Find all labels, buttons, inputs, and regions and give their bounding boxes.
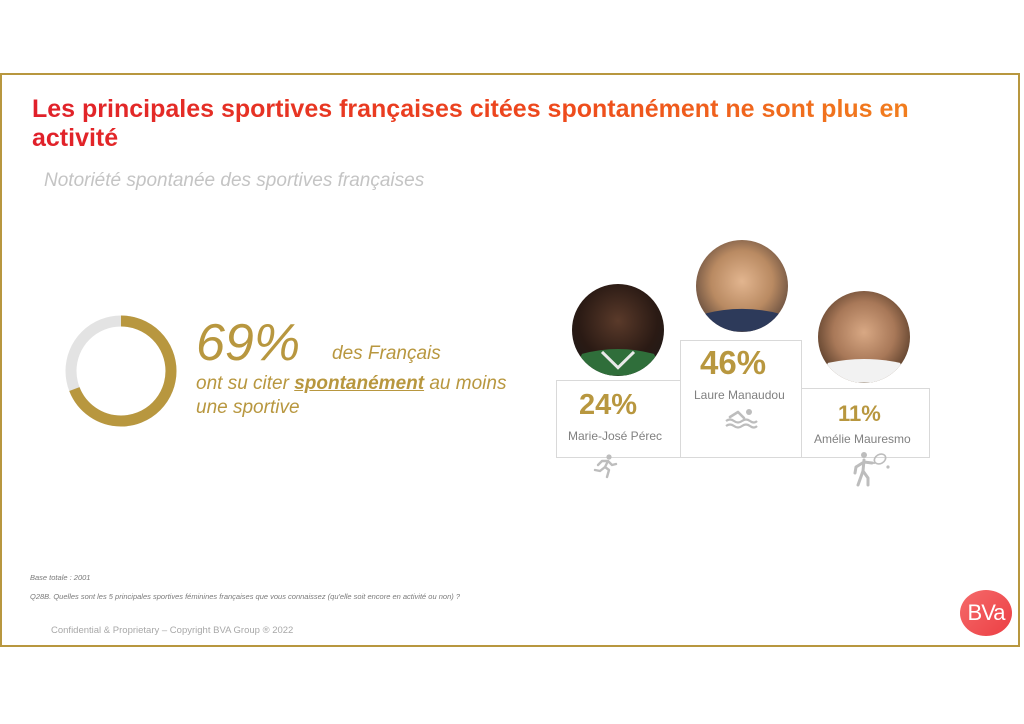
highlight-suffix: des Français [332, 343, 441, 364]
podium-percent-left: 24% [579, 389, 638, 421]
slide-frame: Les principales sportives françaises cit… [0, 73, 1020, 647]
podium-name-center: Laure Manaudou [694, 388, 785, 402]
swimming-icon [725, 409, 758, 429]
athlete-photo-manaudou [696, 240, 788, 332]
podium-percent-right: 11% [838, 401, 881, 426]
highlight-percent: 69% [196, 314, 301, 372]
donut-chart [65, 315, 177, 427]
athlete-photo-mauresmo [818, 291, 910, 383]
podium-name-left: Marie-José Pérec [568, 429, 663, 443]
slide-title: Les principales sportives françaises cit… [32, 95, 992, 153]
footnote-question: Q28B. Quelles sont les 5 principales spo… [30, 592, 460, 601]
desc-emphasis: spontanément [294, 373, 425, 394]
running-icon [593, 454, 618, 479]
athlete-photo-perec [572, 284, 664, 376]
footnote-base: Base totale : 2001 [30, 573, 91, 582]
podium-name-right: Amélie Mauresmo [814, 432, 911, 446]
copyright-notice: Confidential & Proprietary – Copyright B… [51, 625, 294, 636]
desc-before: ont su citer [196, 373, 295, 394]
podium-step-right [802, 388, 930, 458]
desc-after: au moins une sportive [196, 373, 507, 418]
bva-logo: BVa [960, 590, 1012, 636]
tennis-icon [853, 452, 890, 487]
highlight-description: ont su citer spontanément au moins une s… [196, 372, 516, 420]
podium-percent-center: 46% [700, 344, 767, 381]
podium-step-left [556, 380, 681, 458]
slide-subtitle: Notoriété spontanée des sportives frança… [44, 170, 425, 191]
donut-arc [65, 315, 177, 427]
podium-step-center [680, 340, 802, 458]
